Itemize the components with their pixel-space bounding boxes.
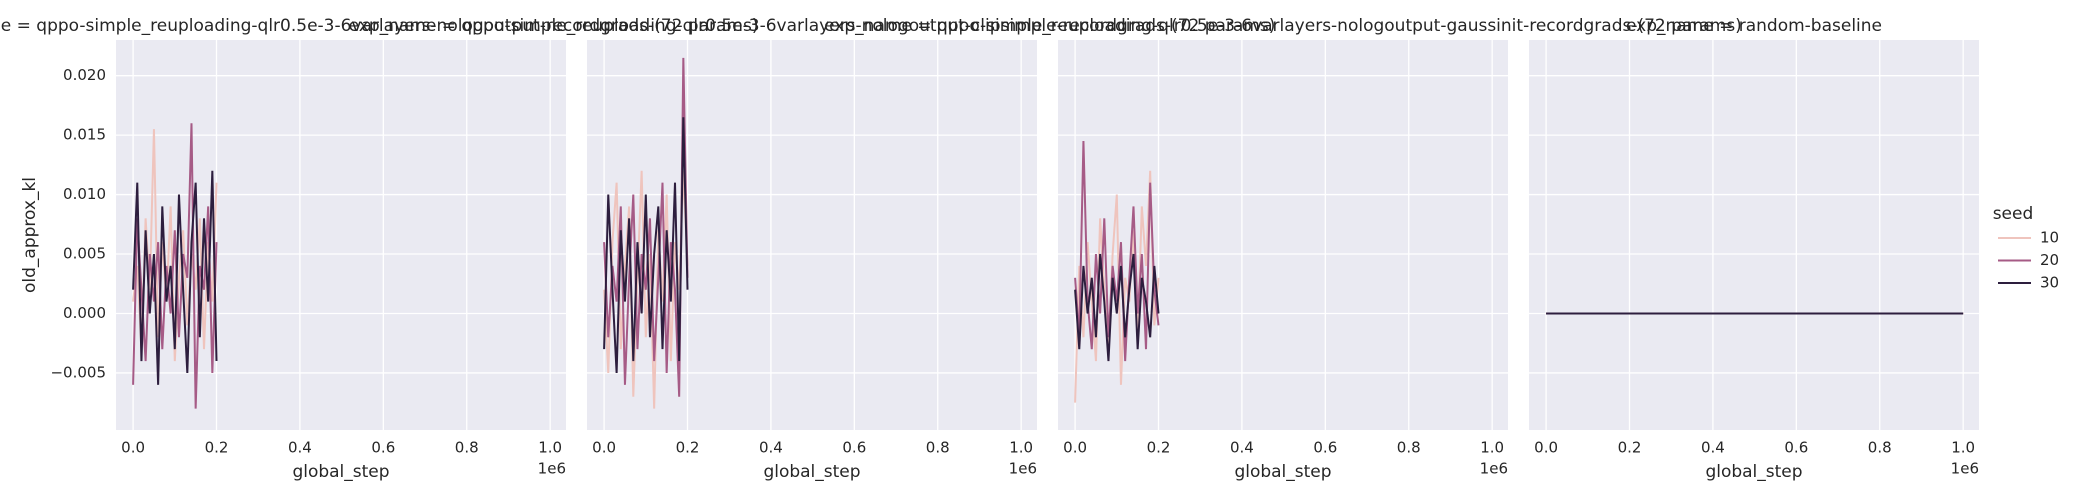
x-axis-label: global_step xyxy=(1234,462,1331,482)
x-axis-label: global_step xyxy=(292,462,389,482)
series-line xyxy=(132,170,218,385)
plot-title: exp_name = qppo-simple_reuploading-qlr0.… xyxy=(349,16,1276,36)
y-tick-label: 0.005 xyxy=(63,245,106,263)
x-axis-label: global_step xyxy=(1705,462,1802,482)
x-tick-label: 0.6 xyxy=(1313,439,1337,457)
y-tick-label: 0.010 xyxy=(63,185,106,203)
y-axis-label: old_approx_kl xyxy=(20,177,40,293)
x-offset-label: 1e6 xyxy=(1009,460,1037,478)
x-tick-label: 0.4 xyxy=(1230,439,1254,457)
series-line xyxy=(1074,141,1160,362)
x-tick-label: 0.0 xyxy=(1063,439,1087,457)
y-tick-label: 0.000 xyxy=(63,304,106,322)
plot-title: exp_name = random-baseline xyxy=(1626,16,1882,36)
x-tick-label: 0.4 xyxy=(759,439,783,457)
x-tick-label: 0.8 xyxy=(1868,439,1892,457)
x-tick-label: 0.8 xyxy=(1397,439,1421,457)
x-tick-label: 1.0 xyxy=(538,439,562,457)
x-tick-label: 0.0 xyxy=(592,439,616,457)
x-tick-label: 0.8 xyxy=(455,439,479,457)
series-line xyxy=(1074,253,1160,362)
x-offset-label: 1e6 xyxy=(1951,460,1979,478)
legend-title: seed xyxy=(1993,204,2034,224)
plot-title: exp_name = qppo-simple_reuploading-qlr0.… xyxy=(0,16,758,36)
x-tick-label: 0.2 xyxy=(1147,439,1171,457)
x-tick-label: 0.4 xyxy=(288,439,312,457)
x-tick-label: 0.4 xyxy=(1701,439,1725,457)
x-tick-label: 0.2 xyxy=(205,439,229,457)
x-tick-label: 1.0 xyxy=(1951,439,1975,457)
x-tick-label: 0.2 xyxy=(1618,439,1642,457)
plot-title: exp_name = qppo-simple_reuploading-qlr0.… xyxy=(824,16,1742,36)
y-tick-label: 0.020 xyxy=(63,66,106,84)
plot-background xyxy=(1058,40,1508,430)
legend-label: 20 xyxy=(2040,251,2059,269)
x-tick-label: 0.6 xyxy=(371,439,395,457)
x-tick-label: 1.0 xyxy=(1009,439,1033,457)
series-line xyxy=(603,117,689,373)
plot-background xyxy=(587,40,1037,430)
x-tick-label: 1.0 xyxy=(1480,439,1504,457)
series-line xyxy=(1074,170,1160,403)
x-offset-label: 1e6 xyxy=(1480,460,1508,478)
x-tick-label: 0.0 xyxy=(121,439,145,457)
x-tick-label: 0.2 xyxy=(676,439,700,457)
legend-label: 10 xyxy=(2040,229,2059,247)
legend-label: 30 xyxy=(2040,274,2059,292)
x-axis-label: global_step xyxy=(763,462,860,482)
y-tick-label: 0.015 xyxy=(63,126,106,144)
y-tick-label: −0.005 xyxy=(50,363,106,381)
series-line xyxy=(603,57,689,397)
x-offset-label: 1e6 xyxy=(538,460,566,478)
plot-background xyxy=(1529,40,1979,430)
x-tick-label: 0.8 xyxy=(926,439,950,457)
x-tick-label: 0.6 xyxy=(842,439,866,457)
x-tick-label: 0.6 xyxy=(1784,439,1808,457)
x-tick-label: 0.0 xyxy=(1534,439,1558,457)
